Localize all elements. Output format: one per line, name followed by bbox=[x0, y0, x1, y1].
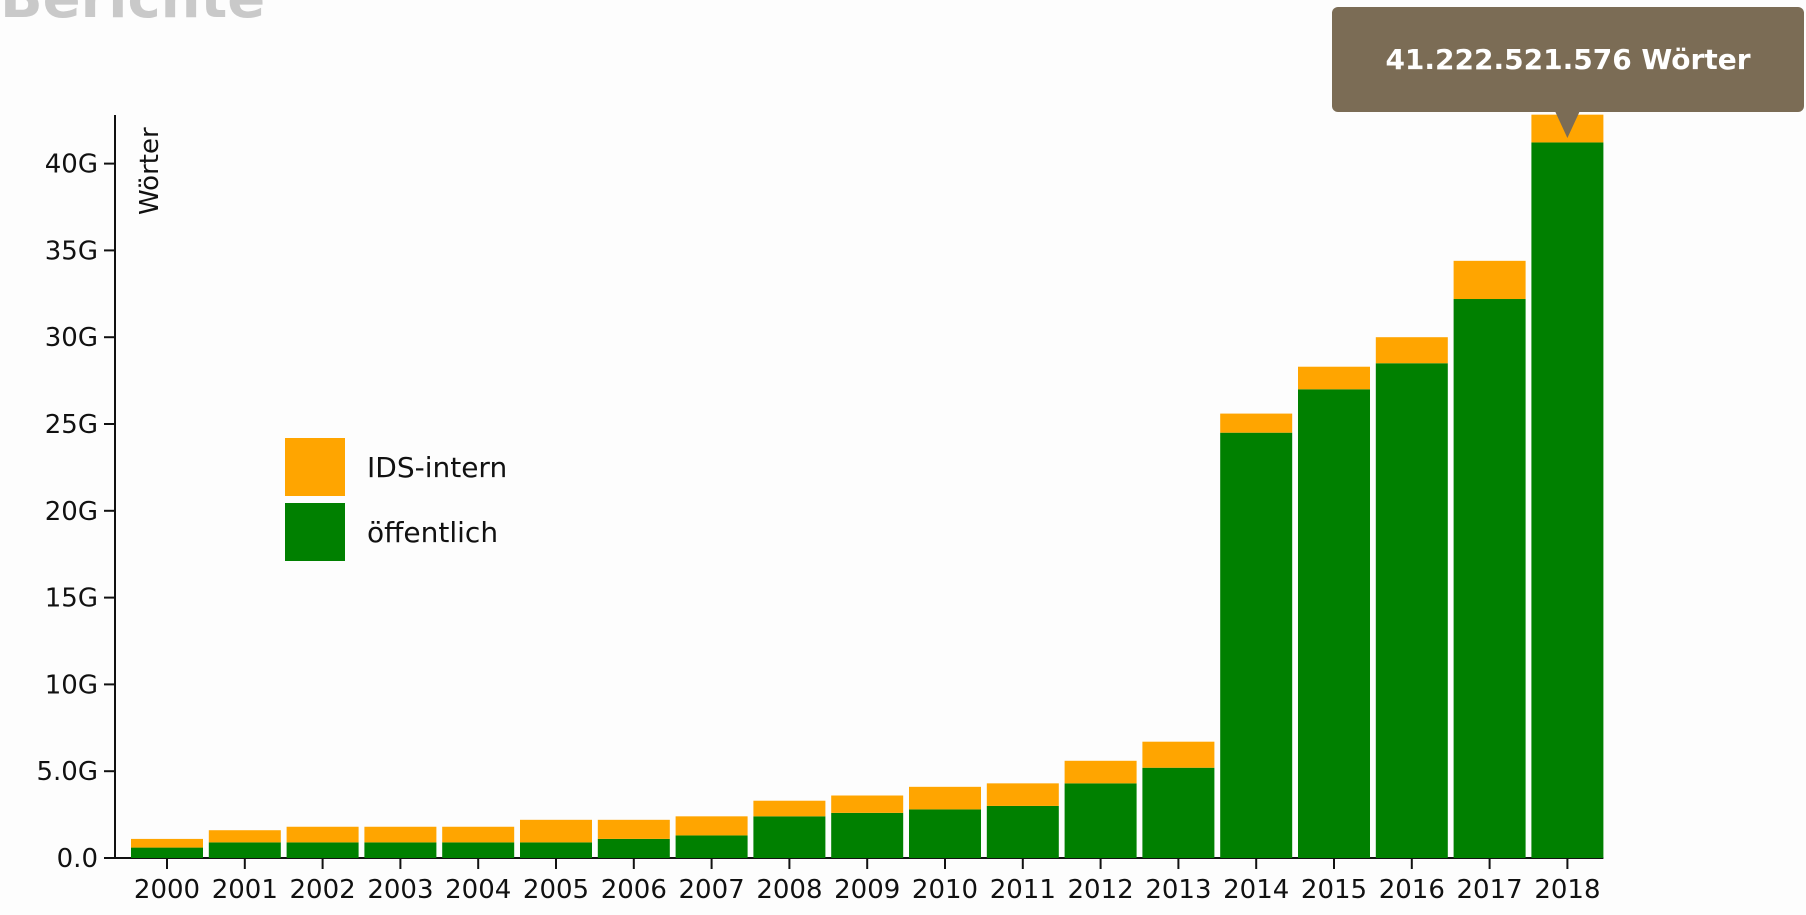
x-tick-label: 2005 bbox=[523, 875, 589, 905]
bar-ids-intern-2002[interactable] bbox=[286, 826, 359, 843]
x-tick-label: 2008 bbox=[756, 875, 822, 905]
bar-oeffentlich-2002[interactable] bbox=[286, 842, 359, 858]
bars bbox=[131, 114, 1604, 859]
bar-oeffentlich-2011[interactable] bbox=[986, 805, 1059, 858]
bar-oeffentlich-2008[interactable] bbox=[753, 816, 826, 858]
y-tick-label: 20G bbox=[45, 497, 98, 527]
bar-oeffentlich-2005[interactable] bbox=[520, 842, 592, 858]
y-tick-label: 5.0G bbox=[37, 757, 99, 787]
bar-ids-intern-2006[interactable] bbox=[597, 819, 670, 839]
x-tick-label: 2004 bbox=[445, 875, 511, 905]
y-axis-title: Wörter bbox=[135, 127, 165, 215]
bar-oeffentlich-2015[interactable] bbox=[1298, 389, 1370, 858]
bar-ids-intern-2015[interactable] bbox=[1298, 366, 1370, 390]
y-tick-label: 40G bbox=[45, 150, 98, 180]
x-tick-label: 2009 bbox=[834, 875, 900, 905]
x-tick-label: 2012 bbox=[1068, 875, 1134, 905]
bar-oeffentlich-2012[interactable] bbox=[1064, 783, 1137, 858]
x-tick-label: 2016 bbox=[1379, 875, 1445, 905]
tooltip-pointer bbox=[1555, 112, 1580, 138]
x-tick-label: 2003 bbox=[367, 875, 433, 905]
y-tick-label: 10G bbox=[45, 670, 98, 700]
y-tick-label: 0.0 bbox=[57, 844, 98, 874]
y-tick-label: 25G bbox=[45, 410, 98, 440]
bar-ids-intern-2007[interactable] bbox=[675, 816, 748, 836]
bar-ids-intern-2017[interactable] bbox=[1453, 260, 1526, 300]
bar-ids-intern-2013[interactable] bbox=[1142, 741, 1215, 768]
x-axis: 2000 2001 2002 2003 2004 2005 2006 2007 2008 2009… bbox=[115, 857, 1604, 905]
bar-ids-intern-2009[interactable] bbox=[831, 795, 904, 813]
x-tick-label: 2014 bbox=[1223, 875, 1289, 905]
x-tick-label: 2017 bbox=[1457, 875, 1523, 905]
legend-label: öffentlich bbox=[367, 516, 498, 549]
bar-ids-intern-2005[interactable] bbox=[520, 819, 592, 843]
x-tick-label: 2015 bbox=[1301, 875, 1367, 905]
tooltip-box bbox=[1332, 7, 1804, 112]
bar-oeffentlich-2001[interactable] bbox=[208, 842, 281, 858]
y-axis: 0.0 5.0G 10G 15G 20G 25G 30G 35G 40G bbox=[37, 115, 116, 874]
bar-oeffentlich-2016[interactable] bbox=[1375, 363, 1448, 858]
x-tick-label: 2018 bbox=[1534, 875, 1600, 905]
tooltip-label: 41.222.521.576 Wörter bbox=[1385, 43, 1750, 76]
bar-ids-intern-2016[interactable] bbox=[1375, 337, 1448, 364]
legend-label: IDS-intern bbox=[367, 451, 507, 484]
x-tick-label: 2001 bbox=[212, 875, 278, 905]
bar-ids-intern-2010[interactable] bbox=[909, 786, 981, 810]
bar-ids-intern-2012[interactable] bbox=[1064, 760, 1137, 784]
bar-oeffentlich-2018[interactable] bbox=[1531, 142, 1604, 859]
bar-oeffentlich-2007[interactable] bbox=[675, 835, 748, 858]
bar-oeffentlich-2014[interactable] bbox=[1220, 432, 1293, 858]
y-tick-label: 15G bbox=[45, 584, 98, 614]
bar-ids-intern-2011[interactable] bbox=[986, 783, 1059, 806]
y-tick-label: 30G bbox=[45, 323, 98, 353]
x-tick-label: 2007 bbox=[679, 875, 745, 905]
x-tick-label: 2011 bbox=[990, 875, 1056, 905]
page-header-title: Berichte bbox=[0, 0, 265, 31]
x-tick-label: 2000 bbox=[134, 875, 200, 905]
bar-oeffentlich-2006[interactable] bbox=[597, 838, 670, 858]
bar-ids-intern-2000[interactable] bbox=[131, 838, 203, 848]
bar-ids-intern-2014[interactable] bbox=[1220, 413, 1293, 433]
y-tick-label: 35G bbox=[45, 236, 98, 266]
bar-ids-intern-2003[interactable] bbox=[364, 826, 437, 843]
bar-ids-intern-2001[interactable] bbox=[208, 830, 281, 843]
bar-oeffentlich-2013[interactable] bbox=[1142, 767, 1215, 858]
bar-ids-intern-2008[interactable] bbox=[753, 800, 826, 817]
bar-oeffentlich-2004[interactable] bbox=[442, 842, 515, 858]
tooltip: 41.222.521.576 Wörter bbox=[1332, 7, 1804, 138]
bar-oeffentlich-2017[interactable] bbox=[1453, 299, 1526, 858]
legend: IDS-intern öffentlich bbox=[285, 438, 507, 561]
x-tick-label: 2002 bbox=[290, 875, 356, 905]
x-tick-label: 2006 bbox=[601, 875, 667, 905]
x-tick-label: 2010 bbox=[912, 875, 978, 905]
bar-oeffentlich-2003[interactable] bbox=[364, 842, 437, 858]
x-tick-label: 2013 bbox=[1145, 875, 1211, 905]
bar-ids-intern-2004[interactable] bbox=[442, 826, 515, 843]
bar-oeffentlich-2000[interactable] bbox=[131, 847, 203, 858]
bar-oeffentlich-2010[interactable] bbox=[909, 809, 981, 858]
legend-swatch bbox=[285, 503, 345, 561]
bar-oeffentlich-2009[interactable] bbox=[831, 812, 904, 858]
legend-swatch bbox=[285, 438, 345, 496]
